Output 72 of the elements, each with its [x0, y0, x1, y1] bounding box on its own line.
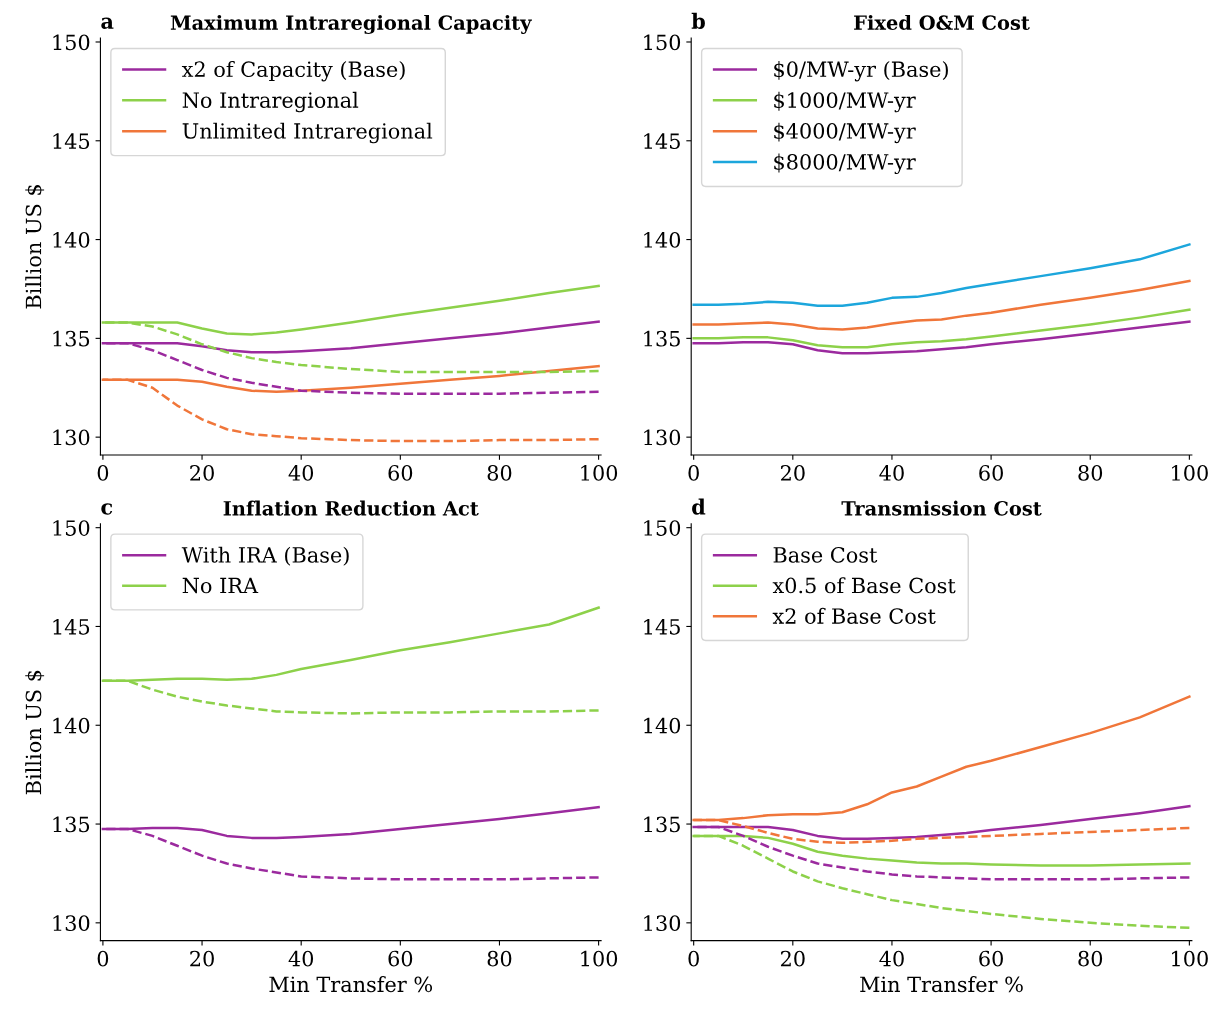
x-tick-label: 40	[288, 465, 314, 481]
text: d	[692, 498, 706, 515]
x-tick-label: 0	[688, 465, 699, 481]
legend-label: Base Cost	[773, 547, 878, 563]
y-tick-label: 135	[644, 330, 680, 347]
x-tick-label: 40	[288, 950, 314, 967]
legend-label: x0.5 of Base Cost	[772, 577, 956, 594]
legend-label: Unlimited Intraregional	[182, 122, 433, 144]
x-tick-label: 80	[487, 950, 512, 967]
y-tick-label: 145	[53, 133, 90, 149]
x-tick-label: 60	[979, 950, 1003, 967]
x-tick-label: 20	[190, 950, 214, 967]
y-tick-label: 135	[53, 816, 90, 833]
y-tick-label: 130	[53, 915, 90, 932]
chart-title: Transmission Cost	[841, 500, 1042, 516]
y-tick-label: 145	[644, 133, 680, 149]
y-tick-label: 135	[644, 816, 680, 833]
legend-label: No IRA	[182, 577, 259, 594]
x-tick-label: 0	[97, 950, 109, 967]
x-tick-label: 40	[879, 465, 904, 481]
y-tick-label: 140	[644, 717, 681, 734]
chart-title: Maximum Intraregional Capacity	[170, 14, 532, 35]
x-tick-label: 80	[487, 465, 512, 481]
x-tick-label: 100	[1172, 465, 1208, 481]
chart-title: Inflation Reduction Act	[223, 500, 479, 516]
y-tick-label: 140	[53, 717, 90, 734]
legend-label: $1000/MW-yr	[774, 91, 916, 113]
legend-label: No Intraregional	[182, 91, 359, 113]
y-tick-label: 145	[53, 618, 90, 635]
text: a	[101, 17, 114, 29]
y-tick-label: 135	[53, 330, 90, 347]
y-tick-label: 140	[644, 232, 681, 248]
legend-label: x2 of Base Cost	[772, 607, 936, 624]
x-tick-label: 100	[581, 950, 618, 967]
x-tick-label: 0	[688, 950, 699, 967]
x-tick-label: 100	[581, 465, 618, 481]
x-tick-label: 20	[780, 950, 805, 967]
legend-label: $0/MW-yr (Base)	[774, 60, 948, 82]
line-series	[692, 243, 1191, 308]
y-tick-label: 150	[644, 520, 681, 536]
x-tick-label: 20	[190, 465, 214, 481]
x-tick-label: 20	[780, 465, 805, 481]
legend-label: x2 of Capacity (Base)	[181, 60, 405, 82]
line-series	[692, 320, 1191, 355]
x-axis-title: Min Transfer %	[860, 976, 1023, 993]
chart-title: Fixed O&M Cost	[854, 14, 1030, 30]
y-tick-label: 150	[644, 34, 681, 51]
x-tick-label: 80	[1078, 950, 1103, 967]
x-tick-label: 60	[979, 465, 1003, 481]
y-tick-label: 150	[53, 520, 90, 536]
y-tick-label: 130	[644, 915, 681, 932]
x-tick-label: 80	[1078, 465, 1103, 481]
legend-label: With IRA (Base)	[181, 546, 349, 566]
y-tick-label: 130	[644, 429, 681, 446]
x-axis-title: Min Transfer %	[269, 976, 433, 993]
y-tick-label: 140	[53, 232, 90, 248]
legend-label: $8000/MW-yr	[774, 153, 916, 175]
line-series	[692, 308, 1191, 349]
y-axis-title: Billion US $	[25, 185, 45, 309]
text: c	[101, 503, 113, 515]
x-tick-label: 100	[1172, 950, 1208, 967]
x-tick-label: 0	[97, 465, 109, 481]
legend-label: $4000/MW-yr	[774, 122, 916, 144]
y-axis-title: Billion US $	[25, 670, 45, 795]
y-tick-label: 150	[53, 34, 90, 51]
x-tick-label: 60	[388, 465, 413, 481]
x-tick-label: 60	[388, 950, 413, 967]
line-series	[692, 279, 1191, 331]
text: b	[691, 12, 705, 29]
x-tick-label: 40	[879, 950, 904, 967]
y-tick-label: 130	[53, 429, 90, 446]
y-tick-label: 145	[644, 618, 680, 635]
